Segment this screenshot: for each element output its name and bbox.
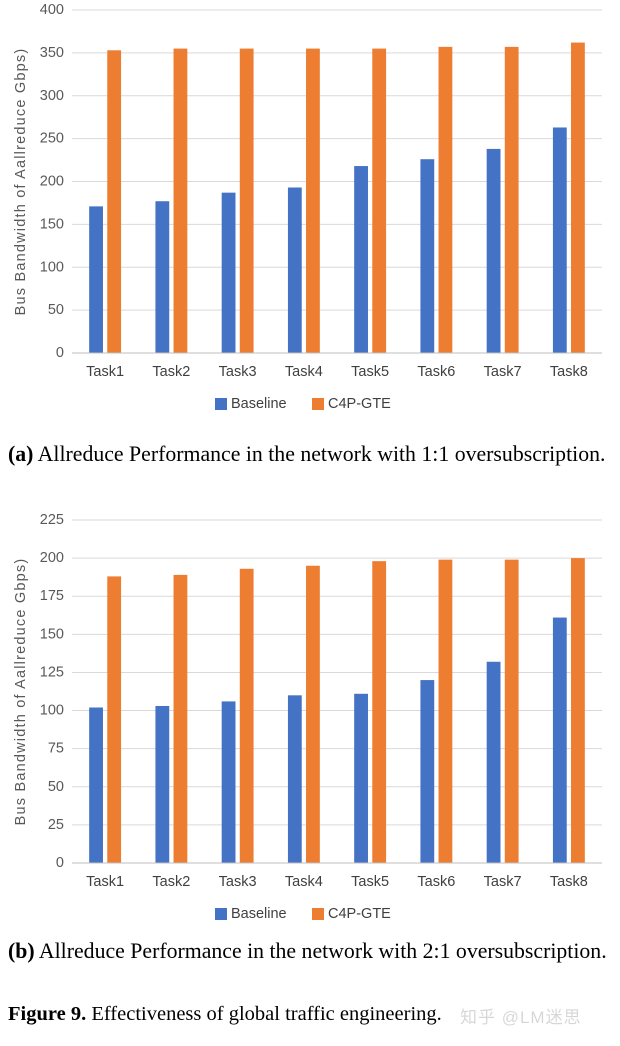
svg-text:Baseline: Baseline [231, 396, 287, 412]
svg-text:Task8: Task8 [550, 364, 588, 380]
svg-text:75: 75 [48, 741, 64, 757]
svg-text:Task4: Task4 [285, 874, 323, 890]
svg-text:0: 0 [56, 855, 64, 871]
svg-text:50: 50 [48, 302, 64, 318]
svg-text:Task8: Task8 [550, 874, 588, 890]
svg-text:100: 100 [40, 703, 64, 719]
svg-text:225: 225 [40, 512, 64, 528]
svg-text:200: 200 [40, 174, 64, 190]
svg-text:C4P-GTE: C4P-GTE [328, 396, 391, 412]
svg-text:150: 150 [40, 626, 64, 642]
svg-text:Task5: Task5 [351, 874, 389, 890]
svg-text:Task6: Task6 [417, 874, 455, 890]
svg-text:200: 200 [40, 550, 64, 566]
svg-text:150: 150 [40, 216, 64, 232]
svg-text:Task7: Task7 [484, 874, 522, 890]
svg-text:Task7: Task7 [484, 364, 522, 380]
svg-text:Task5: Task5 [351, 364, 389, 380]
svg-text:Task2: Task2 [152, 364, 190, 380]
svg-text:175: 175 [40, 588, 64, 604]
svg-text:25: 25 [48, 817, 64, 833]
svg-text:125: 125 [40, 664, 64, 680]
svg-text:0: 0 [56, 345, 64, 361]
svg-text:Task2: Task2 [152, 874, 190, 890]
svg-text:400: 400 [40, 2, 64, 18]
svg-text:100: 100 [40, 259, 64, 275]
svg-text:Task4: Task4 [285, 364, 323, 380]
svg-text:C4P-GTE: C4P-GTE [328, 906, 391, 922]
svg-text:350: 350 [40, 45, 64, 61]
svg-text:Bus Bandwidth of Aallreduce Gb: Bus Bandwidth of Aallreduce Gbps) [13, 558, 29, 826]
svg-text:Baseline: Baseline [231, 906, 287, 922]
svg-text:300: 300 [40, 88, 64, 104]
svg-text:Task1: Task1 [86, 874, 124, 890]
svg-text:Task6: Task6 [417, 364, 455, 380]
svg-text:Task3: Task3 [219, 874, 257, 890]
svg-text:50: 50 [48, 779, 64, 795]
svg-text:Task3: Task3 [219, 364, 257, 380]
svg-text:Bus Bandwidth of Aallreduce Gb: Bus Bandwidth of Aallreduce Gbps) [13, 48, 29, 316]
svg-text:250: 250 [40, 131, 64, 147]
svg-text:Task1: Task1 [86, 364, 124, 380]
